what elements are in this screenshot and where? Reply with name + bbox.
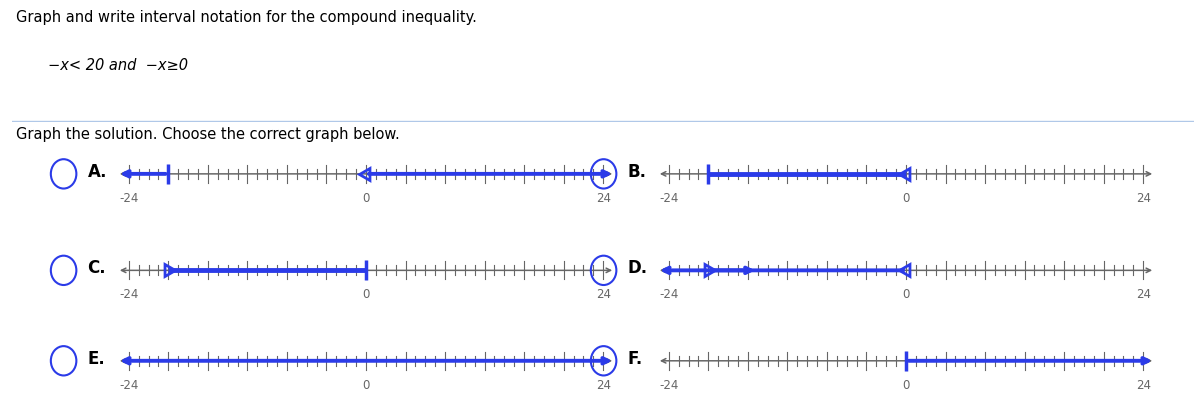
Text: D.: D. [628,259,648,276]
Text: 0: 0 [362,378,370,391]
Text: 24: 24 [1135,288,1151,300]
Text: 0: 0 [362,191,370,204]
Text: A.: A. [88,162,107,180]
Text: 24: 24 [595,288,611,300]
Text: E.: E. [88,349,106,367]
Text: 0: 0 [902,191,910,204]
Text: -24: -24 [659,378,678,391]
Text: 0: 0 [362,288,370,300]
Text: Graph and write interval notation for the compound inequality.: Graph and write interval notation for th… [16,10,476,25]
Text: C.: C. [88,259,107,276]
Text: 0: 0 [902,378,910,391]
Text: 0: 0 [902,288,910,300]
Text: -24: -24 [119,378,138,391]
Text: 24: 24 [595,191,611,204]
Text: -24: -24 [659,191,678,204]
Text: −x< 20 and  −x≥0: −x< 20 and −x≥0 [48,58,188,73]
Text: -24: -24 [119,288,138,300]
Text: 24: 24 [595,378,611,391]
Text: 24: 24 [1135,191,1151,204]
Text: B.: B. [628,162,647,180]
Text: 24: 24 [1135,378,1151,391]
Text: -24: -24 [119,191,138,204]
Text: Graph the solution. Choose the correct graph below.: Graph the solution. Choose the correct g… [16,126,400,141]
Text: F.: F. [628,349,643,367]
Text: -24: -24 [659,288,678,300]
